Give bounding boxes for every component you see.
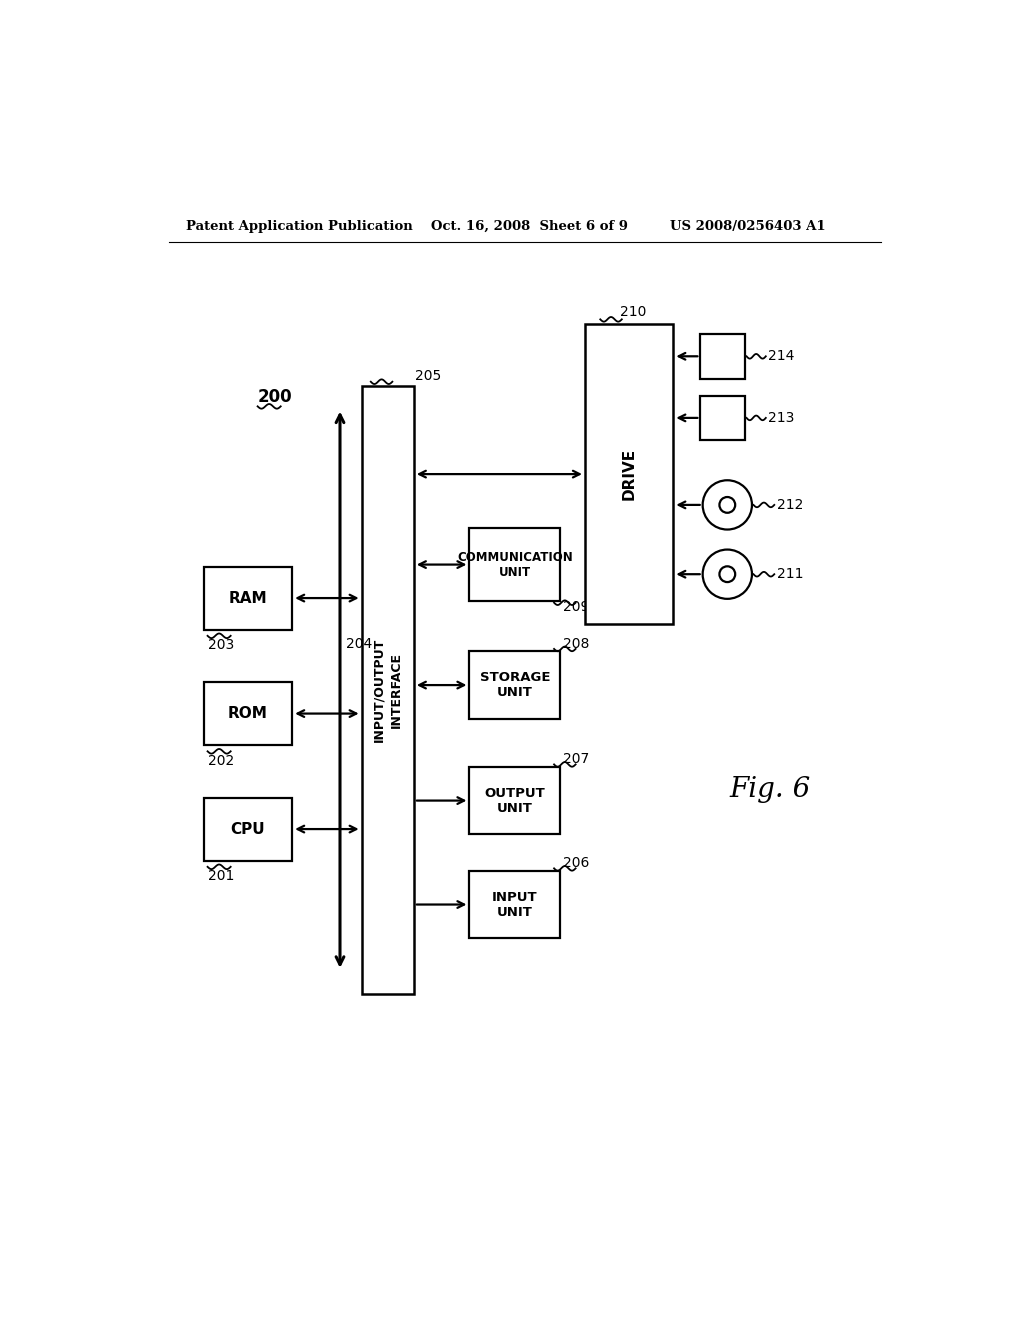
Text: ROM: ROM <box>228 706 268 721</box>
Text: 207: 207 <box>563 752 590 766</box>
Text: DRIVE: DRIVE <box>622 447 637 500</box>
Text: 209: 209 <box>563 601 590 614</box>
Text: 212: 212 <box>776 498 803 512</box>
Text: 201: 201 <box>208 869 233 883</box>
Bar <box>700 396 745 441</box>
Bar <box>585 323 674 624</box>
Bar <box>700 334 745 379</box>
Bar <box>361 385 414 994</box>
Bar <box>469 871 560 939</box>
Text: Oct. 16, 2008  Sheet 6 of 9: Oct. 16, 2008 Sheet 6 of 9 <box>431 219 628 232</box>
Text: 210: 210 <box>620 305 646 318</box>
Text: INPUT/OUTPUT
INTERFACE: INPUT/OUTPUT INTERFACE <box>373 638 403 742</box>
Bar <box>204 682 292 744</box>
Text: COMMUNICATION
UNIT: COMMUNICATION UNIT <box>457 550 572 578</box>
Text: Fig. 6: Fig. 6 <box>729 776 810 804</box>
Text: 203: 203 <box>208 638 233 652</box>
Text: US 2008/0256403 A1: US 2008/0256403 A1 <box>670 219 825 232</box>
Text: 213: 213 <box>768 411 795 425</box>
Text: RAM: RAM <box>228 590 267 606</box>
Bar <box>469 651 560 719</box>
Text: Patent Application Publication: Patent Application Publication <box>186 219 413 232</box>
Text: 202: 202 <box>208 754 233 767</box>
Text: OUTPUT
UNIT: OUTPUT UNIT <box>484 787 545 814</box>
Bar <box>204 797 292 861</box>
Text: INPUT
UNIT: INPUT UNIT <box>492 891 538 919</box>
Text: 208: 208 <box>563 636 590 651</box>
Text: 211: 211 <box>776 568 803 581</box>
Text: CPU: CPU <box>230 821 265 837</box>
Bar <box>204 566 292 630</box>
Bar <box>469 528 560 601</box>
Text: 205: 205 <box>416 370 441 383</box>
Text: 200: 200 <box>258 388 292 407</box>
Text: STORAGE
UNIT: STORAGE UNIT <box>479 671 550 700</box>
Text: 214: 214 <box>768 350 795 363</box>
Text: 206: 206 <box>563 855 590 870</box>
Bar <box>469 767 560 834</box>
Text: 204: 204 <box>346 636 373 651</box>
